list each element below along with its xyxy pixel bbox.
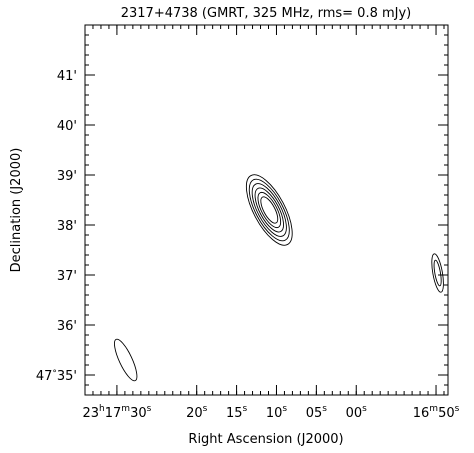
- contour-level: [431, 253, 444, 293]
- x-tick-label: 15s: [226, 404, 248, 421]
- axis-ticks: [84, 24, 448, 396]
- chart-title: 2317+4738 (GMRT, 325 MHz, rms= 0.8 mJy): [121, 6, 412, 21]
- axis-tick-labels: 23h17m30s 20s 15s 10s 05s 00s 16m50s 47°35' 36' 3…: [36, 69, 460, 421]
- y-tick-label: 40': [57, 119, 77, 134]
- y-tick-label: 39': [57, 169, 77, 184]
- contour-level: [245, 174, 293, 246]
- x-tick-label: 16m50s: [413, 404, 460, 421]
- y-tick-label: 41': [57, 69, 77, 84]
- y-tick-label: 36': [57, 319, 77, 334]
- x-tick-label: 00s: [346, 404, 368, 421]
- southeast-source: [114, 338, 138, 382]
- contour-layer: [114, 174, 444, 382]
- x-tick-label: 23h17m30s: [82, 404, 151, 421]
- contour-level: [114, 338, 138, 382]
- x-tick-label: 20s: [186, 404, 208, 421]
- contour-level: [251, 183, 287, 237]
- contour-level: [254, 187, 284, 233]
- central-source: [245, 174, 293, 246]
- contour-level: [248, 178, 290, 242]
- y-tick-label: 37': [57, 269, 77, 284]
- x-tick-label: 10s: [266, 404, 288, 421]
- x-tick-label: 05s: [306, 404, 328, 421]
- west-edge-source: [431, 253, 444, 293]
- contour-level: [433, 259, 442, 287]
- contour-level: [257, 191, 282, 229]
- y-axis-label: Declination (J2000): [9, 148, 24, 273]
- y-tick-label: 47°35': [36, 369, 77, 384]
- y-tick-label: 38': [57, 219, 77, 234]
- x-axis-label: Right Ascension (J2000): [188, 432, 343, 447]
- plot-frame: [84, 24, 449, 396]
